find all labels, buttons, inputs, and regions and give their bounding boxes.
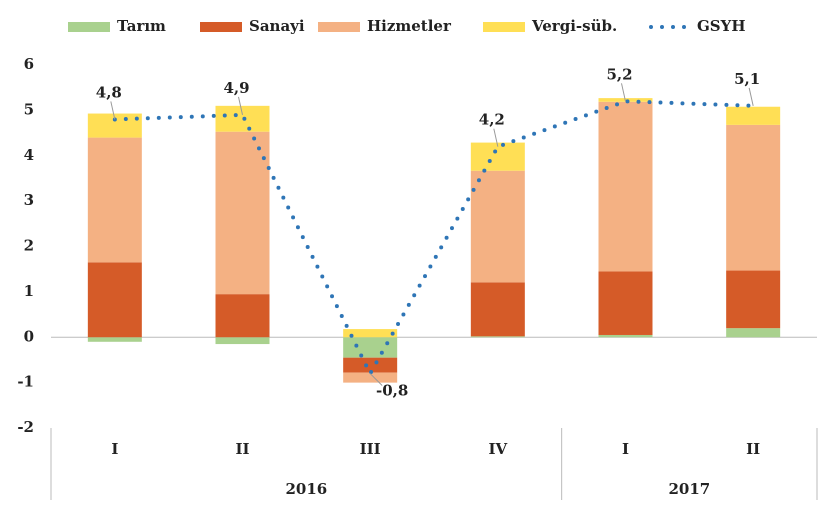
legend-label: Sanayi [249,17,305,35]
bar-segment [470,142,525,171]
bar-segment [598,271,653,335]
x-tick-label: III [360,440,381,458]
y-tick-label: 5 [24,100,34,118]
bar-segment [470,170,525,283]
label-leader [621,83,626,102]
legend-label: GSYH [697,17,746,35]
legend-swatch [318,22,360,32]
bar-segment [343,337,398,358]
legend-swatch [483,22,525,32]
data-label: 4,2 [479,111,505,129]
label-leader [748,87,754,106]
bar-segment [87,262,142,338]
x-tick-label: I [111,440,118,458]
data-label: 4,9 [223,79,249,97]
bar-segment [470,282,525,337]
bar-segment [726,124,781,271]
y-tick-label: 0 [24,327,34,345]
bar-segment [598,334,653,338]
y-tick-label: 1 [24,282,34,300]
label-leader [493,128,499,147]
data-label: 4,8 [96,83,122,101]
y-tick-label: 3 [24,191,34,209]
bar-segment [215,337,270,345]
x-tick-label: I [622,440,629,458]
x-tick-label: II [235,440,249,458]
y-tick-label: 6 [24,55,34,73]
bar-segment [215,131,270,295]
bar-segment [215,294,270,338]
bar-segment [470,336,525,338]
bar-segment [343,329,398,338]
bar-segment [726,270,781,329]
legend-label: Tarım [117,17,166,35]
bar-segment [343,372,398,383]
x-tick-label: IV [489,440,508,458]
bar-segment [343,357,398,373]
label-leader [369,373,383,386]
data-label: -0,8 [376,382,408,400]
label-leader [238,96,243,116]
y-tick-label: 4 [24,146,34,164]
bar-segment [726,328,781,338]
bar-segment [87,337,142,342]
bar-segment [726,106,781,125]
legend-label: Hizmetler [367,17,452,35]
data-label: 5,2 [606,65,632,83]
legend-swatch [68,22,110,32]
y-tick-label: -2 [17,418,34,436]
label-leader [110,101,116,120]
group-label: 2016 [285,480,327,498]
bar-segment [598,101,653,272]
legend-label: Vergi-süb. [531,17,617,35]
legend-swatch [200,22,242,32]
data-label: 5,1 [734,70,760,88]
line-series [112,99,756,378]
group-label: 2017 [668,480,710,498]
bar-segment [87,137,142,263]
x-tick-label: II [746,440,760,458]
y-tick-label: 2 [24,237,34,255]
y-tick-label: -1 [17,373,34,391]
